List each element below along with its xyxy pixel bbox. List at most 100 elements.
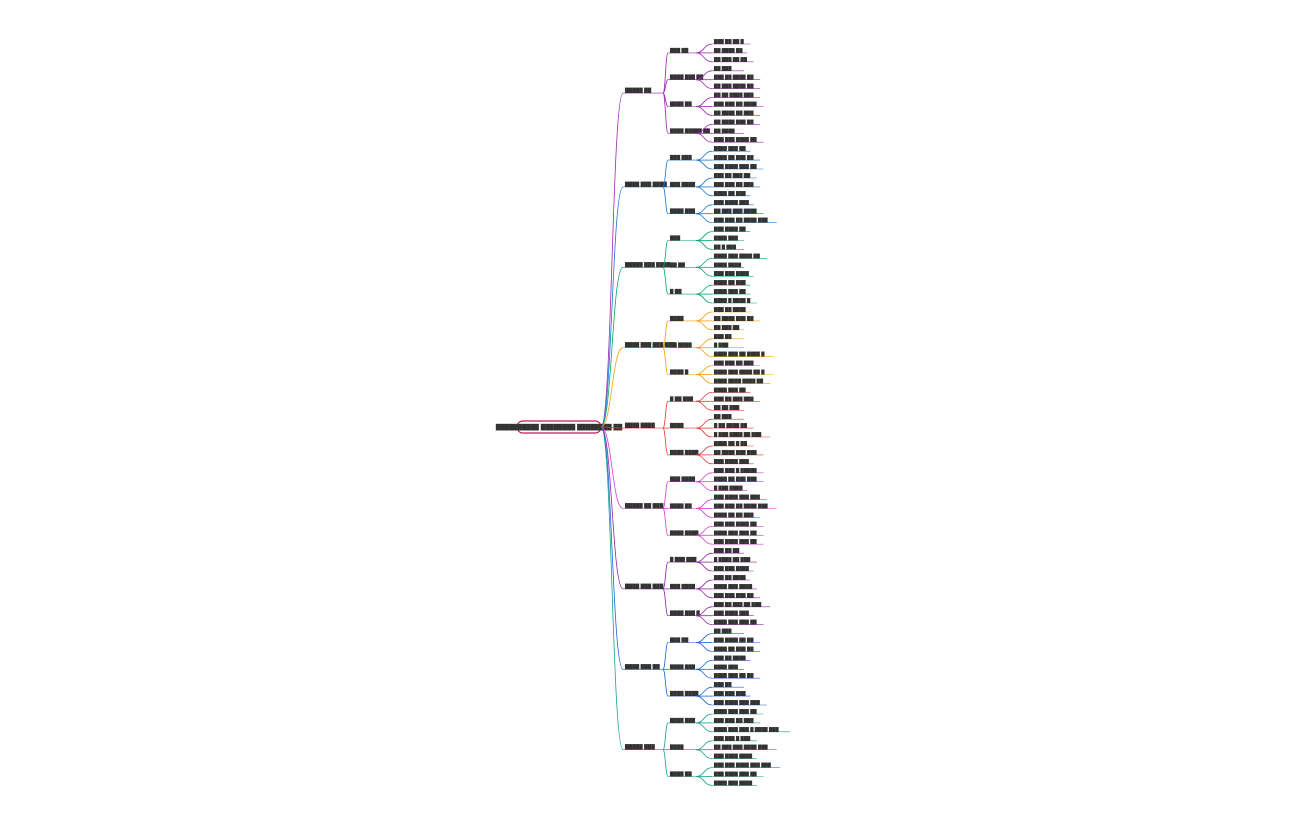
leaf-label[interactable]: ████ ███ ██ ██ [713, 673, 754, 679]
topic-label[interactable]: ████ █████ ██ [669, 127, 711, 134]
leaf-label[interactable]: ██ ███ ██ ██ [713, 57, 748, 63]
topic-label[interactable]: █ ███ ███ [669, 556, 697, 563]
leaf-label[interactable]: ██ ████ [713, 128, 735, 134]
leaf-label[interactable]: ██ ███ [713, 629, 732, 635]
topic-label[interactable]: ████ █ [669, 369, 689, 376]
topic-label[interactable]: ████ ████ [669, 690, 699, 697]
topic-label[interactable]: ████ [669, 315, 684, 322]
leaf-label[interactable]: ████ ███ ███ ██ [713, 530, 757, 536]
leaf-label[interactable]: ████ ███ ██ ████ █ [713, 352, 765, 358]
leaf-label[interactable]: ██ ███ ████ ██ [713, 84, 754, 90]
leaf-label[interactable]: ██ ███ [713, 414, 732, 420]
topic-label[interactable]: ███ ████ [669, 583, 696, 590]
leaf-label[interactable]: ███ ██ ████ [713, 307, 746, 313]
topic-label[interactable]: ████ ██ [669, 771, 692, 778]
leaf-label[interactable]: ████ █ ████ █ [713, 298, 751, 304]
topic-label[interactable]: ███ ██ [669, 637, 689, 644]
branch-label[interactable]: █████ ███ ████ [624, 261, 671, 268]
leaf-label[interactable]: ███ ████ ███ ██ [713, 164, 757, 170]
leaf-label[interactable]: ████ ████ [713, 262, 742, 268]
leaf-label[interactable]: ██ ████ ███ ███ [713, 450, 757, 456]
leaf-label[interactable]: ████ ███ [713, 664, 739, 670]
topic-label[interactable]: ████ ███ █ [669, 610, 700, 617]
leaf-label[interactable]: ███ ████ ███ [713, 611, 750, 617]
leaf-label[interactable]: ███ ███ ██ ███ [713, 718, 754, 724]
leaf-label[interactable]: ██ ███ [713, 66, 732, 72]
topic-label[interactable]: █ ██ [669, 288, 682, 295]
leaf-label[interactable]: ███ ██ ███ ███ [713, 396, 754, 402]
leaf-label[interactable]: ████ ██ ██ ███ [713, 512, 754, 518]
leaf-label[interactable]: ███ ███ █ ███ [713, 736, 751, 742]
branch-label[interactable]: ████ ███ ███ ███ [624, 342, 676, 349]
leaf-label[interactable]: ███ ████ ███ ███ [713, 700, 761, 706]
leaf-label[interactable]: ████ ██ ███ ██ [713, 155, 754, 161]
leaf-label[interactable]: ██ █ ███ [713, 244, 737, 250]
leaf-label[interactable]: ████ ███ ██ [713, 387, 746, 393]
leaf-label[interactable]: ████ ██ █ ██ [713, 441, 748, 447]
leaf-label[interactable]: ███ ████ ███ ███ [713, 495, 761, 501]
leaf-label[interactable]: ████ ███ [713, 236, 739, 242]
topic-label[interactable]: ███ ███ [669, 154, 692, 161]
leaf-label[interactable]: ████ ███ ████ ██ [713, 253, 761, 259]
leaf-label[interactable]: ███ ███ ████ ██ [713, 521, 757, 527]
leaf-label[interactable]: ██ ████ ██ [713, 48, 743, 54]
topic-label[interactable]: ███ ██ [669, 47, 689, 54]
leaf-label[interactable]: ███ ███ ██ ████ [713, 102, 757, 108]
leaf-label[interactable]: ████ ███ ███ ██ [713, 709, 757, 715]
leaf-label[interactable]: ███ ████ ███ [713, 459, 750, 465]
leaf-label[interactable]: ████ ██ ███ [713, 280, 746, 286]
topic-label[interactable]: ████ [669, 744, 684, 751]
leaf-label[interactable]: ███ ███ ██ ███ [713, 361, 754, 367]
topic-label[interactable]: ████ ██ [669, 503, 692, 510]
leaf-label[interactable]: ██ ████ ██ ███ [713, 110, 754, 116]
leaf-label[interactable]: █ ███ ████ ██ ███ [713, 432, 762, 438]
leaf-label[interactable]: ██ ████ ███ ██ [713, 119, 754, 125]
leaf-label[interactable]: ███ ███ ████ ███ ███ [713, 763, 772, 769]
leaf-label[interactable]: ████ ███ ████ [713, 584, 753, 590]
topic-label[interactable]: ██ ████ [669, 342, 692, 349]
topic-label[interactable]: ██ ██ [669, 261, 686, 268]
leaf-label[interactable]: ████ ███ ████ [713, 780, 753, 786]
leaf-label[interactable]: ███ ████ ███ [713, 200, 750, 206]
leaf-label[interactable]: ██ ███ ██ [713, 325, 740, 331]
leaf-label[interactable]: ████ ███ ███ ██ [713, 620, 757, 626]
leaf-label[interactable]: ███ ██ [713, 334, 732, 340]
leaf-label[interactable]: █ ██ ████ ██ [713, 423, 748, 429]
branch-label[interactable]: █████ ██ ███ [624, 503, 664, 510]
leaf-label[interactable]: ████ ██ ███ ███ [713, 477, 757, 483]
topic-label[interactable]: ████ ██ [669, 101, 692, 108]
leaf-label[interactable]: ███ ███ ████ [713, 566, 750, 572]
leaf-label[interactable]: ███ ██ [713, 682, 732, 688]
leaf-label[interactable]: ██ ██ ███ [713, 405, 740, 411]
leaf-label[interactable]: ███ ███ ██ ████ ███ [713, 504, 768, 510]
leaf-label[interactable]: ███ ██ ███ ██ [713, 173, 751, 179]
leaf-label[interactable]: ███ ████ ███ ██ [713, 539, 757, 545]
leaf-label[interactable]: ██ ███ ███ ████ ███ [713, 745, 768, 751]
leaf-label[interactable]: █ ███ [713, 343, 729, 349]
leaf-label[interactable]: █ ███ ████ [713, 486, 743, 492]
topic-label[interactable]: ████ ███ [669, 208, 696, 215]
branch-label[interactable]: ████ ███ ████ [624, 181, 667, 188]
leaf-label[interactable]: ██ ██ ████ ███ [713, 93, 754, 99]
topic-label[interactable]: █ ██ ███ [669, 395, 694, 402]
leaf-label[interactable]: ████ ███ ██ [713, 289, 746, 295]
leaf-label[interactable]: ███ ███ ██ ████ ███ [713, 218, 768, 224]
leaf-label[interactable]: ████ ██ ███ ██ [713, 646, 754, 652]
topic-label[interactable]: ████ ███ [669, 717, 696, 724]
leaf-label[interactable]: ████ ███ ██ [713, 146, 746, 152]
topic-label[interactable]: ████ ███ ██ [669, 74, 704, 81]
leaf-label[interactable]: ████ ██ ███ [713, 191, 746, 197]
leaf-label[interactable]: ███ ████ ██ [713, 227, 746, 233]
leaf-label[interactable]: ████ ███ ███ █ ████ ███ [713, 727, 779, 733]
leaf-label[interactable]: ███ ██ ████ [713, 655, 746, 661]
leaf-label[interactable]: ███ ██ ████ [713, 575, 746, 581]
leaf-label[interactable]: ███ ███ ████ [713, 271, 750, 277]
branch-label[interactable]: █████ ███ [624, 744, 655, 751]
topic-label[interactable]: ████ ████ [669, 529, 699, 536]
leaf-label[interactable]: ███ ███ ██ ███ [713, 182, 754, 188]
leaf-label[interactable]: ███ ████ ████ [713, 754, 753, 760]
leaf-label[interactable]: ████ ███ ████ ██ █ [713, 370, 765, 376]
branch-label[interactable]: █████ ██ [624, 87, 652, 94]
branch-label[interactable]: ████ ███ ███ [624, 583, 664, 590]
leaf-label[interactable]: ███ ██ ████ ██ [713, 75, 754, 81]
